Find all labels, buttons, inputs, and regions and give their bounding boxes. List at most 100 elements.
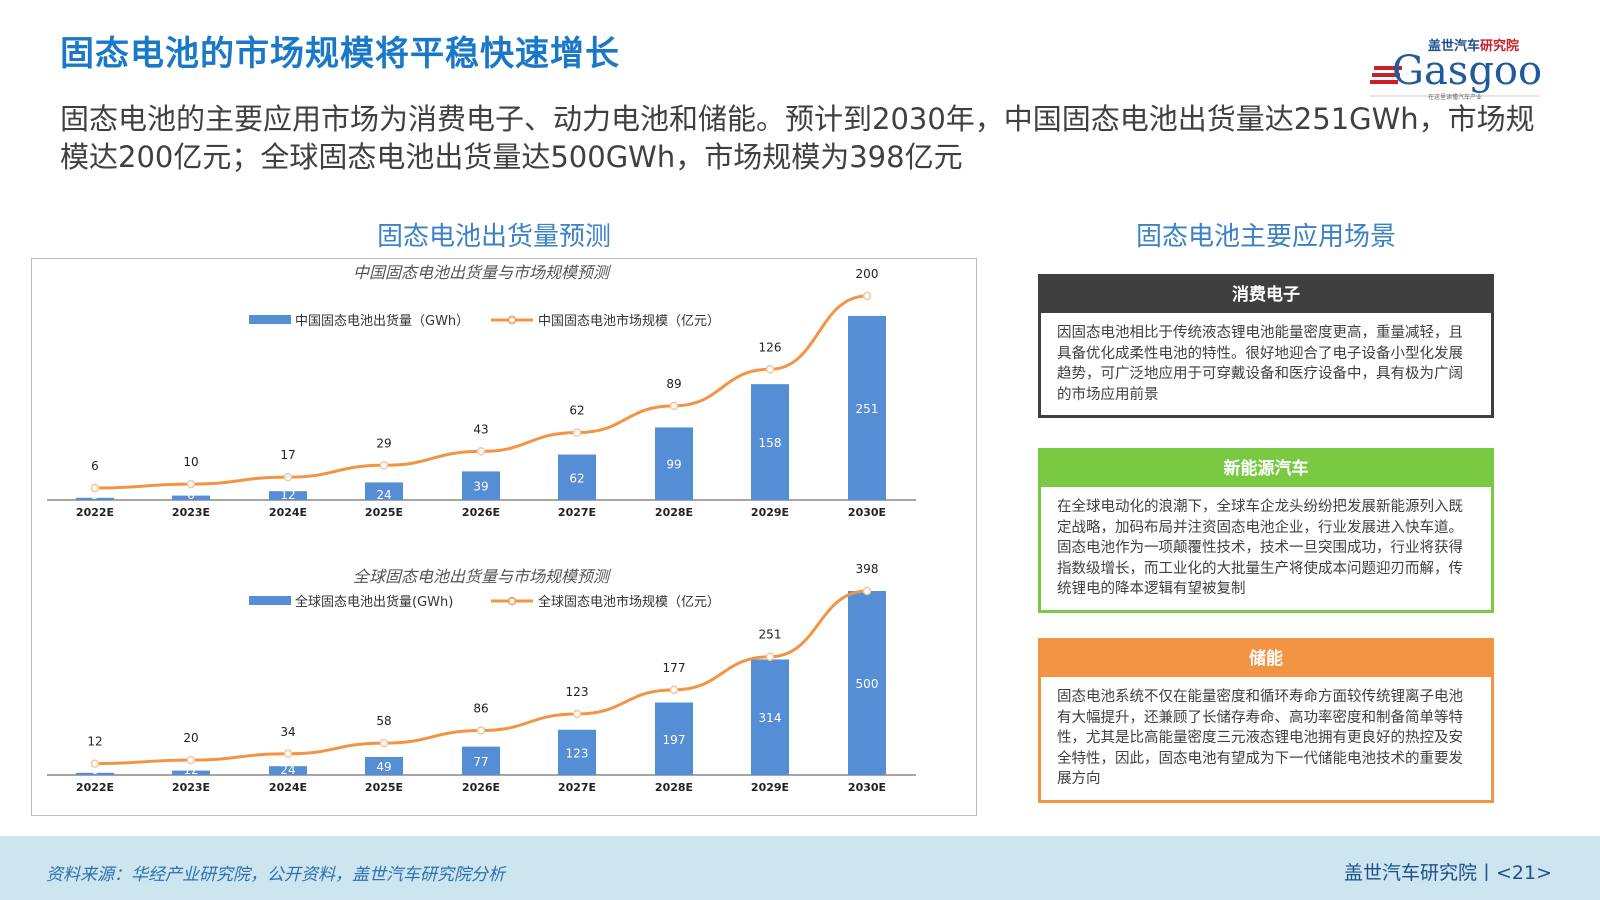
line-label: 398: [856, 562, 879, 576]
card-consumer-electronics: 消费电子 因固态电池相比于传统液态锂电池能量密度更高，重量减轻，且具备优化成柔性…: [1038, 274, 1494, 418]
line-point: [186, 479, 196, 489]
line-label: 123: [566, 685, 589, 699]
x-tick-label: 2025E: [365, 506, 403, 519]
x-tick-label: 2027E: [558, 506, 596, 519]
line-point: [765, 365, 775, 374]
line-label: 6: [91, 459, 99, 473]
bar: [751, 384, 789, 500]
bar-label: 158: [759, 436, 782, 450]
svg-text:盖世汽车研究院: 盖世汽车研究院: [1428, 38, 1519, 54]
bar-label: 39: [473, 480, 488, 494]
bar-label: 12: [280, 488, 295, 502]
line-series: [94, 294, 868, 490]
bar: [655, 702, 693, 775]
line-label: 43: [473, 422, 488, 436]
legend-line-label: 中国固态电池市场规模（亿元）: [538, 313, 720, 329]
x-tick-label: 2023E: [172, 781, 210, 794]
bar-label: 123: [566, 746, 589, 760]
page-number: 盖世汽车研究院丨<21>: [1343, 862, 1552, 884]
line-label: 20: [183, 731, 198, 745]
bar-label: 314: [759, 711, 782, 725]
bar: [172, 770, 210, 775]
line-label: 17: [280, 448, 295, 462]
line-label: 86: [473, 702, 488, 716]
left-section-title: 固态电池出货量预测: [376, 222, 611, 252]
x-tick-label: 2022E: [76, 506, 114, 519]
line-series: [94, 589, 868, 766]
source-note: 资料来源：华经产业研究院，公开资料，盖世汽车研究院分析: [46, 865, 505, 885]
line-label: 200: [856, 267, 879, 281]
bar: [462, 746, 500, 775]
line-point: [379, 461, 389, 470]
line-point: [669, 401, 679, 411]
bar: [751, 659, 789, 775]
chart-title: 中国固态电池出货量与市场规模预测: [353, 263, 612, 282]
bar-label: 12: [183, 763, 198, 777]
x-tick-label: 2026E: [462, 781, 500, 794]
legend-line-marker: [507, 315, 517, 325]
line-label: 10: [183, 455, 198, 469]
bar: [365, 482, 403, 500]
right-section-title: 固态电池主要应用场景: [1135, 222, 1396, 252]
x-tick-label: 2025E: [365, 781, 403, 794]
bar-label: 3: [91, 488, 99, 502]
line-label: 177: [663, 661, 686, 675]
bar-label: 99: [666, 458, 681, 472]
legend-bar-label: 中国固态电池出货量（GWh）: [295, 313, 469, 329]
line-point: [283, 472, 293, 482]
line-point: [186, 755, 196, 765]
card-text: 在全球电动化的浪潮下，全球车企龙头纷纷把发展新能源列入既定战略，加码布局并注资固…: [1041, 487, 1491, 610]
bar: [172, 495, 210, 500]
bar-label: 62: [569, 471, 584, 485]
line-point: [90, 759, 100, 768]
legend-line-marker: [507, 596, 517, 606]
bar: [558, 729, 596, 775]
x-tick-label: 2022E: [76, 781, 114, 794]
card-text: 固态电池系统不仅在能量密度和循环寿命方面较传统锂离子电池有大幅提升，还兼顾了长储…: [1041, 677, 1491, 800]
chart-panel: [31, 258, 977, 816]
svg-text:Gasgoo: Gasgoo: [1392, 48, 1540, 94]
x-tick-label: 2030E: [848, 506, 886, 519]
line-label: 251: [759, 628, 782, 642]
card-title: 储能: [1041, 641, 1491, 677]
line-label: 29: [376, 436, 391, 450]
line-label: 62: [569, 404, 584, 418]
bar: [655, 427, 693, 500]
page-title: 固态电池的市场规模将平稳快速增长: [60, 34, 620, 74]
intro-text: 固态电池的主要应用市场为消费电子、动力电池和储能。预计到2030年，中国固态电池…: [60, 102, 1535, 174]
line-point: [572, 709, 582, 719]
line-point: [572, 428, 582, 437]
x-tick-label: 2023E: [172, 506, 210, 519]
card-title: 新能源汽车: [1041, 451, 1491, 487]
line-point: [862, 291, 872, 301]
line-point: [476, 447, 486, 456]
x-tick-label: 2028E: [655, 781, 693, 794]
bar: [365, 756, 403, 775]
x-tick-label: 2030E: [848, 781, 886, 794]
gasgoo-logo: 盖世汽车研究院 Gasgoo 在这里读懂汽车产业: [1370, 38, 1540, 101]
bar: [269, 491, 307, 500]
svg-text:在这里读懂汽车产业: 在这里读懂汽车产业: [1428, 93, 1482, 101]
bar-label: 251: [856, 402, 879, 416]
legend-line-label: 全球固态电池市场规模（亿元）: [538, 594, 720, 610]
footer-band: [0, 836, 1600, 900]
line-point: [379, 738, 389, 748]
x-tick-label: 2029E: [751, 506, 789, 519]
card-energy-storage: 储能 固态电池系统不仅在能量密度和循环寿命方面较传统锂离子电池有大幅提升，还兼顾…: [1038, 638, 1494, 803]
x-tick-label: 2029E: [751, 781, 789, 794]
bar: [558, 454, 596, 500]
line-label: 89: [666, 377, 681, 391]
bar-label: 197: [663, 733, 686, 747]
x-tick-label: 2027E: [558, 781, 596, 794]
bar-label: 6: [91, 763, 99, 777]
bar-label: 77: [473, 755, 488, 769]
bar: [848, 316, 886, 500]
card-nev: 新能源汽车 在全球电动化的浪潮下，全球车企龙头纷纷把发展新能源列入既定战略，加码…: [1038, 448, 1494, 613]
legend-bar-swatch: [249, 596, 291, 605]
legend-bar-label: 全球固态电池出货量(GWh): [295, 594, 453, 610]
card-title: 消费电子: [1041, 277, 1491, 313]
chart-title: 全球固态电池出货量与市场规模预测: [353, 567, 612, 586]
bar-label: 24: [376, 488, 391, 502]
line-point: [862, 586, 872, 596]
